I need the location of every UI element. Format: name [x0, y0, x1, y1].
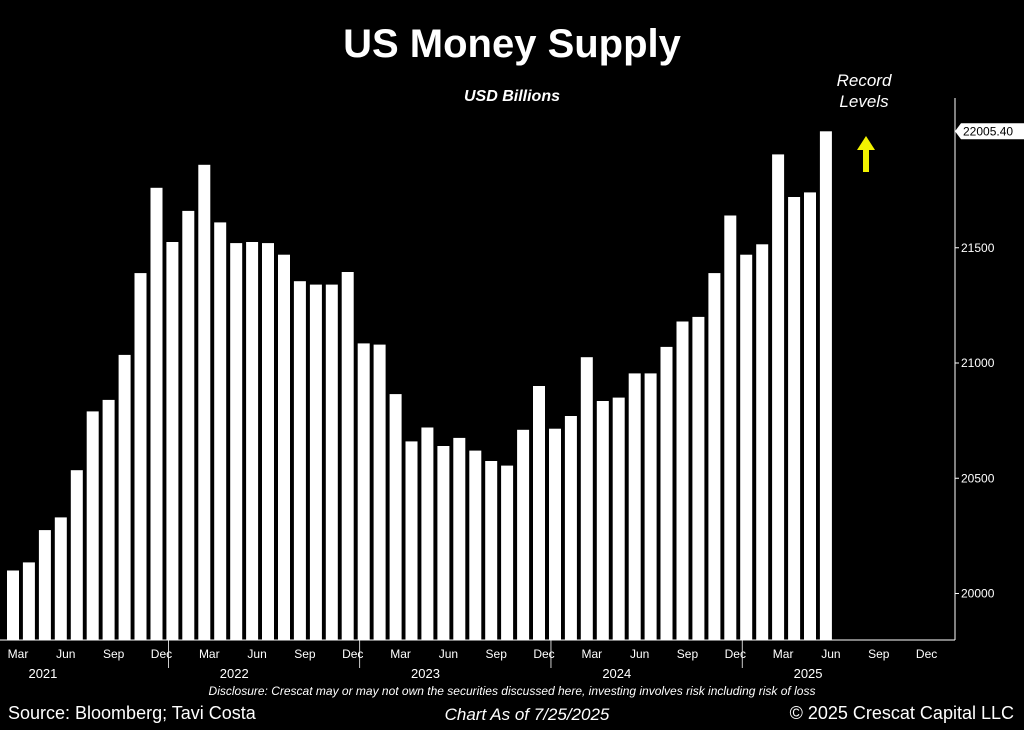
- x-year-label: 2022: [220, 666, 249, 681]
- x-month-label: Sep: [677, 647, 699, 661]
- x-month-label: Mar: [773, 647, 794, 661]
- bars-group: [7, 131, 832, 641]
- x-month-label: Dec: [533, 647, 554, 661]
- bar: [612, 397, 625, 640]
- x-month-label: Sep: [868, 647, 890, 661]
- y-tick-label: 21500: [961, 241, 995, 255]
- last-value-tag: [955, 123, 1024, 140]
- bar: [102, 399, 115, 640]
- x-year-label: 2024: [602, 666, 631, 681]
- x-month-label: Jun: [247, 647, 266, 661]
- x-year-label: 2021: [28, 666, 57, 681]
- bar: [214, 222, 227, 640]
- copyright-text: © 2025 Crescat Capital LLC: [789, 703, 1014, 723]
- bar: [341, 272, 354, 640]
- bar: [469, 450, 482, 640]
- bar: [182, 210, 195, 640]
- bar: [740, 254, 753, 640]
- up-arrow-icon: [857, 136, 875, 172]
- bar: [54, 517, 67, 640]
- bar: [676, 321, 689, 640]
- x-month-label: Jun: [630, 647, 649, 661]
- bar: [772, 154, 785, 640]
- bar: [357, 343, 370, 640]
- x-month-label: Mar: [390, 647, 411, 661]
- y-tick-label: 20000: [961, 587, 995, 601]
- bar: [517, 429, 530, 640]
- bar: [7, 570, 19, 640]
- x-year-label: 2023: [411, 666, 440, 681]
- bar: [421, 427, 434, 640]
- disclosure-text: Disclosure: Crescat may or may not own t…: [208, 684, 816, 698]
- bar: [86, 411, 99, 640]
- x-year-label: 2025: [794, 666, 823, 681]
- x-month-label: Sep: [294, 647, 316, 661]
- x-month-label: Dec: [342, 647, 363, 661]
- bar: [788, 197, 801, 640]
- bar: [437, 446, 450, 640]
- bar: [230, 243, 243, 640]
- bar: [389, 394, 402, 640]
- y-tick-label: 20500: [961, 471, 995, 485]
- bar: [70, 470, 83, 640]
- bar: [485, 461, 498, 640]
- bar: [756, 244, 769, 641]
- bar: [38, 530, 51, 640]
- x-month-label: Sep: [103, 647, 125, 661]
- bar: [708, 273, 721, 640]
- x-month-label: Jun: [439, 647, 458, 661]
- bar: [166, 242, 179, 640]
- bar: [819, 131, 832, 641]
- bar: [246, 242, 259, 640]
- bar: [262, 243, 274, 640]
- x-month-label: Mar: [8, 647, 29, 661]
- bar: [278, 254, 290, 640]
- bar: [533, 386, 545, 640]
- axes-group: 20000 20500 21000 21500 22005.40 Mar Jun Sep Dec…: [0, 98, 1024, 681]
- chart-subtitle: USD Billions: [463, 88, 560, 105]
- bar: [596, 401, 609, 640]
- x-month-label: Jun: [821, 647, 840, 661]
- as-of-date: Chart As of 7/25/2025: [444, 705, 610, 724]
- bar: [580, 357, 593, 640]
- bar: [309, 284, 322, 640]
- y-tick-label: 21000: [961, 356, 995, 370]
- annotation-line-1: Record: [836, 71, 892, 90]
- x-month-label: Dec: [151, 647, 172, 661]
- bar: [293, 281, 306, 640]
- x-month-label: Mar: [582, 647, 603, 661]
- bar: [501, 465, 514, 640]
- bar: [150, 187, 163, 641]
- bar: [549, 428, 561, 640]
- x-month-label: Mar: [199, 647, 220, 661]
- bar: [325, 284, 338, 640]
- bar: [724, 215, 737, 640]
- bar: [564, 416, 577, 640]
- chart-title: US Money Supply: [343, 22, 681, 66]
- x-month-label: Sep: [486, 647, 508, 661]
- bar: [804, 192, 816, 640]
- source-text: Source: Bloomberg; Tavi Costa: [8, 703, 256, 723]
- x-month-label: Jun: [56, 647, 75, 661]
- bar: [628, 373, 641, 640]
- bar: [118, 354, 131, 640]
- last-value-label: 22005.40: [963, 124, 1013, 138]
- x-month-label: Dec: [916, 647, 937, 661]
- bar: [644, 373, 657, 640]
- record-levels-annotation: Record Levels: [818, 70, 910, 112]
- bar: [22, 562, 35, 640]
- annotation-line-2: Levels: [839, 92, 889, 111]
- bar: [453, 437, 466, 640]
- bar: [692, 316, 705, 640]
- x-month-label: Dec: [725, 647, 746, 661]
- bar: [198, 164, 211, 641]
- bar: [660, 346, 673, 640]
- bar: [405, 441, 418, 640]
- bar: [373, 344, 386, 640]
- bar: [134, 273, 147, 640]
